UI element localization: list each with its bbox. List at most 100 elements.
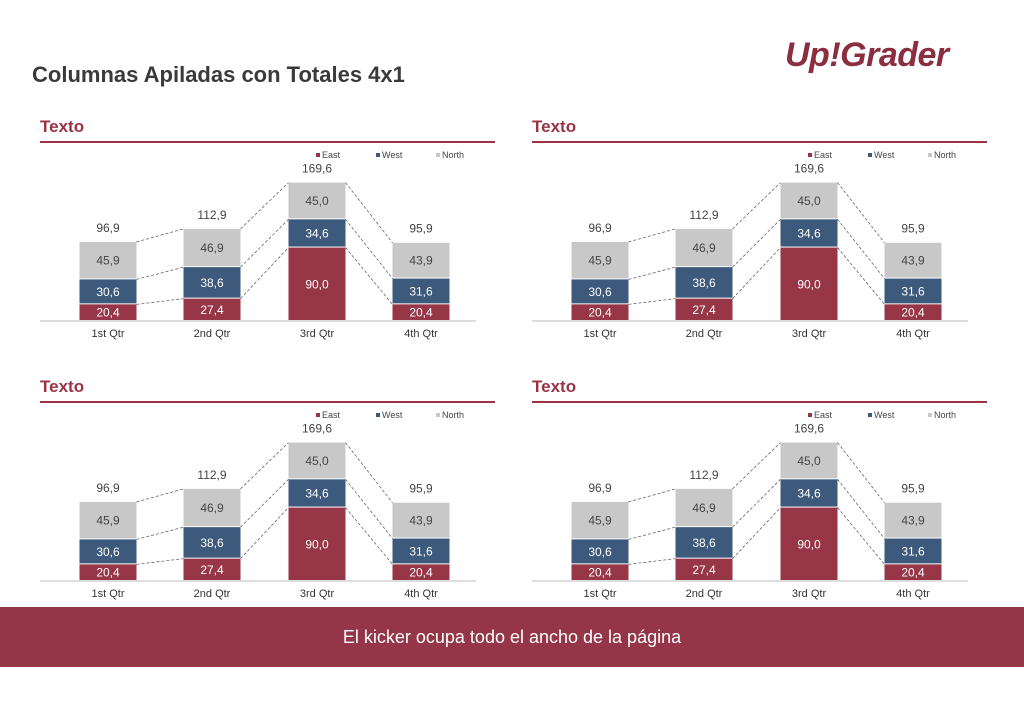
- bar-segment-north: [392, 242, 450, 278]
- data-label: 30,6: [96, 545, 120, 559]
- category-label: 3rd Qtr: [300, 588, 335, 600]
- data-label: 27,4: [692, 563, 716, 577]
- total-label: 96,9: [588, 221, 612, 235]
- data-label: 20,4: [588, 306, 612, 320]
- data-label: 20,4: [901, 306, 925, 320]
- legend-swatch: [376, 413, 380, 417]
- panel-rule: [532, 141, 987, 143]
- total-label: 112,9: [689, 468, 718, 482]
- connector-line: [240, 219, 289, 268]
- bar-segment-east: [571, 564, 629, 580]
- panel-rule: [532, 401, 987, 403]
- data-label: 34,6: [797, 486, 821, 500]
- data-label: 38,6: [692, 536, 716, 550]
- data-label: 90,0: [797, 537, 821, 551]
- connector-line: [240, 182, 289, 230]
- data-label: 20,4: [588, 566, 612, 580]
- category-label: 4th Qtr: [404, 328, 438, 340]
- stacked-column-chart: East West North 20,4 30,6 45,9 96,9 1st Qtr 27,4…: [532, 150, 968, 340]
- data-label: 46,9: [200, 241, 224, 255]
- connector-line: [628, 526, 676, 540]
- legend-swatch: [376, 153, 380, 157]
- bar-segment-west: [675, 527, 733, 558]
- data-label: 20,4: [901, 566, 925, 580]
- bar-segment-west: [884, 278, 942, 304]
- legend-label: East: [814, 410, 833, 420]
- data-label: 45,0: [797, 454, 821, 468]
- bar-segment-north: [183, 228, 241, 267]
- data-label: 30,6: [588, 545, 612, 559]
- connector-line: [628, 266, 676, 280]
- legend-swatch: [316, 153, 320, 157]
- legend-label: North: [442, 410, 464, 420]
- data-label: 90,0: [305, 537, 329, 551]
- data-label: 34,6: [305, 486, 329, 500]
- legend-label: West: [874, 410, 895, 420]
- data-label: 43,9: [901, 514, 925, 528]
- data-label: 31,6: [901, 544, 925, 558]
- data-label: 45,9: [588, 514, 612, 528]
- chart-panel-1: Texto East West North 20,4 30,6 45,9 96,9 1st Q…: [40, 117, 495, 340]
- legend-label: West: [874, 150, 895, 160]
- total-label: 169,6: [794, 422, 824, 436]
- data-label: 30,6: [96, 285, 120, 299]
- total-label: 96,9: [96, 221, 120, 235]
- chart-panel-2: Texto East West North 20,4 30,6 45,9 96,9 1st Q…: [532, 117, 987, 340]
- connector-line: [628, 488, 676, 503]
- panel-title: Texto: [40, 117, 85, 136]
- bar-segment-west: [79, 539, 137, 564]
- bar-segment-east: [79, 564, 137, 580]
- legend-swatch: [928, 153, 932, 157]
- bar-segment-north: [675, 228, 733, 267]
- bar-segment-west: [571, 279, 629, 304]
- legend-label: West: [382, 150, 403, 160]
- legend-label: West: [382, 410, 403, 420]
- category-label: 2nd Qtr: [686, 588, 723, 600]
- bar-segment-east: [780, 507, 838, 580]
- data-label: 45,9: [96, 254, 120, 268]
- connector-line: [240, 507, 289, 559]
- bar-segment-west: [183, 267, 241, 298]
- total-label: 96,9: [588, 481, 612, 495]
- connector-line: [240, 442, 289, 490]
- bar-segment-west: [392, 278, 450, 304]
- legend-swatch: [928, 413, 932, 417]
- data-label: 45,9: [96, 514, 120, 528]
- bar-segment-north: [79, 501, 137, 539]
- connector-line: [628, 558, 676, 565]
- connector-line: [837, 219, 885, 279]
- total-label: 112,9: [197, 468, 226, 482]
- legend-swatch: [868, 153, 872, 157]
- data-label: 46,9: [200, 501, 224, 515]
- data-label: 20,4: [409, 566, 433, 580]
- panel-rule: [40, 401, 495, 403]
- bar-segment-west: [183, 527, 241, 558]
- legend-swatch: [436, 413, 440, 417]
- bar-segment-west: [780, 479, 838, 507]
- bar-segment-east: [288, 507, 346, 580]
- category-label: 2nd Qtr: [194, 588, 231, 600]
- chart-panel-3: Texto East West North 20,4 30,6 45,9 96,9 1st Q…: [40, 377, 495, 600]
- connector-line: [345, 219, 393, 279]
- brand-logo: Up!Grader: [785, 36, 949, 74]
- connector-line: [837, 247, 885, 305]
- legend-swatch: [436, 153, 440, 157]
- connector-line: [837, 182, 885, 243]
- data-label: 27,4: [200, 563, 224, 577]
- kicker-text: El kicker ocupa todo el ancho de la pági…: [342, 626, 682, 647]
- connector-line: [240, 479, 289, 528]
- legend-label: North: [934, 410, 956, 420]
- connector-line: [732, 182, 781, 230]
- connector-line: [837, 507, 885, 565]
- data-label: 45,0: [305, 454, 329, 468]
- legend-label: East: [322, 410, 341, 420]
- bar-segment-west: [884, 538, 942, 564]
- bar-segment-east: [79, 304, 137, 320]
- bar-segment-north: [288, 442, 346, 479]
- legend-swatch: [808, 153, 812, 157]
- connector-line: [136, 266, 184, 280]
- connector-line: [240, 247, 289, 299]
- stacked-column-chart: East West North 20,4 30,6 45,9 96,9 1st Qtr 27,4…: [40, 150, 476, 340]
- connector-line: [732, 442, 781, 490]
- category-label: 4th Qtr: [896, 328, 930, 340]
